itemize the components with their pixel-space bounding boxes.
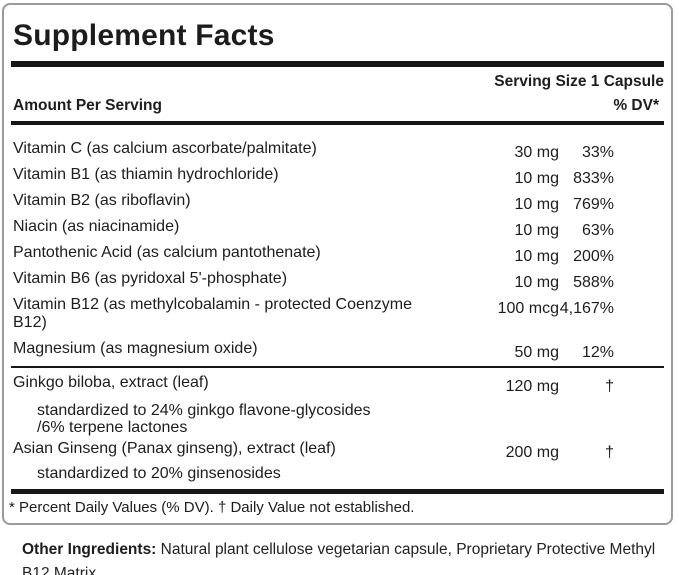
nutrient-name: Vitamin C (as calcium ascorbate/palmitat…: [13, 140, 317, 157]
nutrient-name: Pantothenic Acid (as calcium pantothenat…: [13, 244, 321, 261]
nutrient-dv: 63%: [581, 222, 614, 239]
other-ingredients-heading: Other Ingredients:: [22, 541, 157, 558]
botanical-row: Asian Ginseng (Panax ginseng), extract (…: [4, 440, 671, 461]
nutrient-row: Niacin (as niacinamide) 10 mg 63%: [4, 218, 671, 239]
botanical-name: Asian Ginseng (Panax ginseng), extract (…: [13, 440, 336, 457]
nutrient-row: Vitamin C (as calcium ascorbate/palmitat…: [4, 140, 671, 161]
botanical-amount: 200 mg: [505, 444, 559, 461]
nutrient-dv: 12%: [581, 344, 614, 361]
nutrient-row: Vitamin B12 (as methylcobalamin - protec…: [4, 296, 671, 332]
other-ingredients-section: Other Ingredients: Natural plant cellulo…: [22, 538, 663, 575]
nutrient-name: Niacin (as niacinamide): [13, 218, 180, 235]
nutrient-amount: 10 mg: [514, 222, 559, 239]
botanical-dv: †: [605, 444, 614, 461]
nutrient-dv: 200%: [573, 248, 614, 265]
nutrient-dv: 4,167%: [559, 300, 614, 317]
nutrient-name: Vitamin B6 (as pyridoxal 5'-phosphate): [13, 270, 288, 287]
nutrient-amount: 10 mg: [514, 248, 559, 265]
nutrient-amount: 100 mcg: [497, 300, 559, 317]
nutrient-rows: Vitamin C (as calcium ascorbate/palmitat…: [4, 125, 671, 487]
section-divider-rule: [11, 366, 664, 368]
nutrient-row: Vitamin B1 (as thiamin hydrochloride) 10…: [4, 166, 671, 187]
nutrient-row: Vitamin B2 (as riboflavin) 10 mg 769%: [4, 192, 671, 213]
nutrient-dv: 769%: [573, 196, 614, 213]
nutrient-name: Magnesium (as magnesium oxide): [13, 340, 258, 357]
botanical-name: Ginkgo biloba, extract (leaf): [13, 374, 209, 391]
nutrient-name: Vitamin B12 (as methylcobalamin - protec…: [13, 296, 412, 331]
supplement-facts-box: Supplement Facts Serving Size 1 Capsule …: [2, 3, 673, 525]
column-header-row: Amount Per Serving % DV*: [4, 90, 671, 114]
supplement-facts-title: Supplement Facts: [13, 19, 275, 52]
botanical-row: Ginkgo biloba, extract (leaf) 120 mg †: [4, 374, 671, 395]
nutrient-amount: 50 mg: [514, 344, 559, 361]
botanical-note: standardized to 24% ginkgo flavone-glyco…: [37, 402, 371, 436]
serving-size-text: Serving Size 1 Capsule: [494, 73, 664, 90]
column-header-rule: [11, 121, 664, 125]
nutrient-amount: 10 mg: [514, 170, 559, 187]
nutrient-dv: 33%: [581, 144, 614, 161]
nutrient-row: Vitamin B6 (as pyridoxal 5'-phosphate) 1…: [4, 270, 671, 291]
nutrient-amount: 10 mg: [514, 274, 559, 291]
nutrient-row: Magnesium (as magnesium oxide) 50 mg 12%: [4, 340, 671, 361]
nutrient-name: Vitamin B2 (as riboflavin): [13, 192, 191, 209]
botanical-note: standardized to 20% ginsenosides: [37, 465, 281, 482]
footnote-text: * Percent Daily Values (% DV). † Daily V…: [9, 499, 415, 516]
other-ingredients-text: Natural plant cellulose vegetarian capsu…: [22, 541, 656, 575]
nutrient-row: Pantothenic Acid (as calcium pantothenat…: [4, 244, 671, 265]
nutrient-amount: 10 mg: [514, 196, 559, 213]
footnote-rule: [11, 489, 664, 494]
nutrient-amount: 30 mg: [514, 144, 559, 161]
title-rule: [11, 61, 664, 67]
botanical-amount: 120 mg: [505, 378, 559, 395]
nutrient-name: Vitamin B1 (as thiamin hydrochloride): [13, 166, 279, 183]
amount-per-serving-header: Amount Per Serving: [13, 97, 162, 114]
percent-dv-header: % DV*: [613, 97, 659, 114]
nutrient-dv: 833%: [573, 170, 614, 187]
botanical-dv: †: [605, 378, 614, 395]
nutrient-dv: 588%: [573, 274, 614, 291]
